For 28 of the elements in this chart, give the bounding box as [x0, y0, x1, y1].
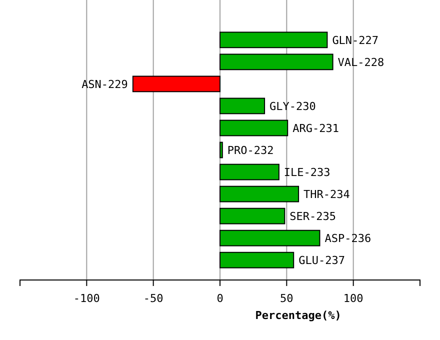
bar: [220, 32, 328, 48]
bar: [132, 76, 220, 92]
y-tick-label: PRO-232: [227, 144, 274, 157]
y-tick-label: VAL-228: [338, 56, 384, 69]
bar: [220, 120, 288, 136]
bar: [220, 142, 223, 158]
y-tick-label: ARG-231: [292, 122, 339, 135]
bar: [220, 208, 286, 224]
x-tick-label: 100: [343, 292, 364, 306]
bar: [220, 54, 334, 70]
x-tick-label: 50: [280, 292, 294, 306]
x-axis-title: Percentage(%): [255, 309, 342, 322]
y-tick-label: SER-235: [290, 210, 336, 223]
bar: [220, 98, 266, 114]
y-tick-label: GLU-237: [298, 254, 345, 267]
y-tick-label: ILE-233: [284, 166, 330, 179]
bar: [220, 252, 294, 268]
x-tick-label: -100: [73, 292, 100, 306]
bar: [220, 230, 320, 246]
y-tick-label: THR-234: [304, 188, 350, 201]
x-tick-label: -50: [143, 292, 164, 306]
y-tick-label: ASN-229: [82, 78, 128, 91]
y-tick-label: GLN-227: [332, 34, 379, 47]
bar: [220, 164, 280, 180]
bar: [220, 186, 300, 202]
y-tick-label: ASP-236: [324, 232, 372, 245]
x-tick-label: 0: [216, 292, 224, 306]
y-tick-label: GLY-230: [270, 100, 316, 113]
